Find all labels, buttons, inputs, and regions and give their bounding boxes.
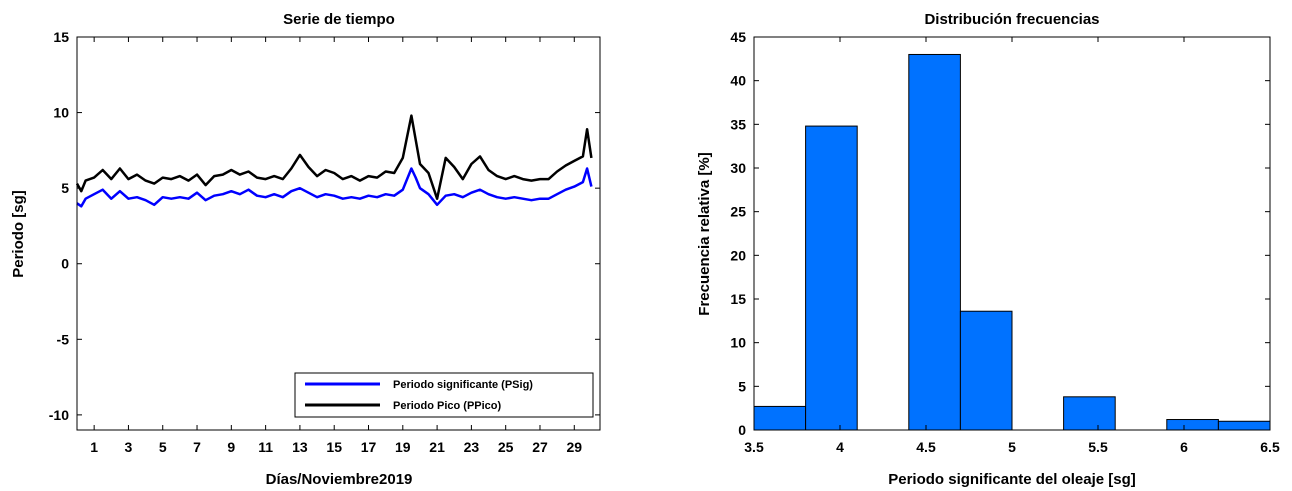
y-tick-label: 45: [730, 29, 746, 45]
y-tick-label: 5: [61, 180, 69, 196]
histogram-bar: [1166, 419, 1219, 431]
x-tick-label: 17: [361, 439, 377, 455]
x-tick-label: 5.5: [1088, 439, 1108, 455]
y-tick-label: 0: [61, 256, 69, 272]
x-tick-label: 19: [395, 439, 411, 455]
x-tick-label: 11: [258, 439, 273, 455]
y-tick-label: 0: [738, 422, 746, 438]
histogram-bar: [805, 125, 858, 431]
y-tick-label: -10: [49, 407, 69, 423]
frequency-histogram-chart: Distribución frecuencias 3.5 4 4.5 5 5.5 6 6.5…: [696, 11, 1280, 488]
x-tick-label: 4: [836, 439, 844, 455]
x-tick-label: 3.5: [744, 439, 764, 455]
x-tick-label: 7: [193, 439, 201, 455]
x-tick-label: 9: [227, 439, 235, 455]
x-tick-label: 27: [532, 439, 548, 455]
x-tick-label: 3: [125, 439, 133, 455]
histogram-bar: [1217, 420, 1271, 431]
x-tick-label: 6: [1180, 439, 1188, 455]
histogram-bar: [908, 53, 961, 431]
y-tick-label: -5: [57, 331, 70, 347]
chart-title: Distribución frecuencias: [924, 11, 1099, 28]
x-tick-label: 1: [90, 439, 98, 455]
x-tick-label: 21: [429, 439, 445, 455]
y-tick-label: 10: [53, 105, 69, 121]
chart-title: Serie de tiempo: [283, 11, 395, 28]
series-line-ppico: [75, 114, 593, 200]
x-tick-label: 15: [326, 439, 342, 455]
histogram-bar: [753, 405, 807, 431]
x-tick-label: 23: [464, 439, 480, 455]
x-axis-label: Periodo significante del oleaje [sg]: [888, 471, 1136, 488]
y-tick-label: 15: [53, 29, 69, 45]
x-tick-label: 5: [1008, 439, 1016, 455]
y-tick-label: 25: [730, 204, 746, 220]
x-axis-label: Días/Noviembre2019: [266, 471, 413, 488]
y-tick-label: 40: [730, 73, 746, 89]
y-tick-label: 20: [730, 247, 746, 263]
x-tick-label: 25: [498, 439, 514, 455]
y-tick-label: 5: [738, 378, 746, 394]
plot-frame: [76, 36, 601, 431]
y-tick-label: 30: [730, 160, 746, 176]
x-tick-label: 4.5: [916, 439, 936, 455]
time-series-chart: Serie de tiempo 1 3 5 7 9 11 13 15 17 19 21 23 25 27 2…: [10, 11, 601, 488]
legend: Periodo significante (PSig) Periodo Pico…: [294, 372, 594, 418]
y-axis-label: Periodo [sg]: [10, 190, 27, 278]
y-tick-label: 35: [730, 116, 746, 132]
y-axis-label: Frecuencia relativa [%]: [696, 152, 713, 315]
y-tick-label: 10: [730, 335, 746, 351]
y-tick-label: 15: [730, 291, 746, 307]
x-tick-label: 29: [566, 439, 582, 455]
histogram-bar: [959, 310, 1013, 431]
legend-label-psig: Periodo significante (PSig): [393, 379, 533, 391]
x-tick-label: 6.5: [1260, 439, 1280, 455]
histogram-bar: [1063, 396, 1116, 431]
legend-box: [294, 372, 594, 418]
x-tick-label: 13: [292, 439, 308, 455]
x-tick-label: 5: [159, 439, 167, 455]
legend-label-ppico: Periodo Pico (PPico): [393, 400, 502, 412]
series-line-psig: [76, 167, 593, 208]
